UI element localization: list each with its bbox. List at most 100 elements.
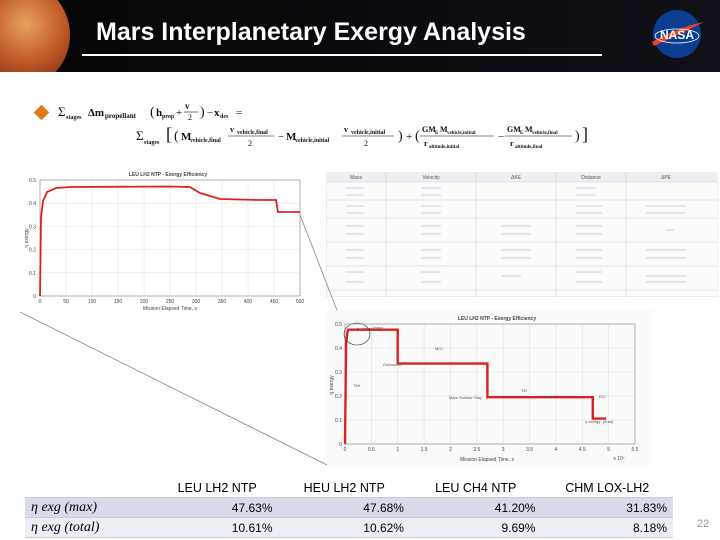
svg-text:vehicle,initial: vehicle,initial <box>295 138 329 144</box>
svg-text:des: des <box>220 114 229 120</box>
svg-text:0: 0 <box>33 294 36 300</box>
svg-text:): ) <box>575 129 580 144</box>
svg-text:150: 150 <box>114 299 123 305</box>
chart-ytick-label: 0 <box>339 442 342 448</box>
ann-final: (final) <box>603 419 614 424</box>
svg-text:200: 200 <box>140 299 149 305</box>
svg-text:GM: GM <box>507 125 521 134</box>
ann-eta-final: η exergy <box>585 419 600 424</box>
svg-text:altitude,final: altitude,final <box>515 145 543 150</box>
svg-text:Distance: Distance <box>581 175 601 181</box>
svg-text:vehicle,initial: vehicle,initial <box>447 131 476 136</box>
ann-moi: MOI <box>435 346 443 351</box>
chart-xtick-label: 4.5 <box>579 447 586 453</box>
chart-xtick-label: 1.5 <box>421 447 428 453</box>
ann-tmi: TMI <box>353 383 360 388</box>
ann-eci: ECI <box>599 394 606 399</box>
ann-tei: TEI <box>521 388 527 393</box>
svg-text:M: M <box>440 125 448 134</box>
svg-text:50: 50 <box>63 299 69 305</box>
svg-text:M: M <box>181 131 192 143</box>
header-heu-lh2-ntp: HEU LH2 NTP <box>278 478 410 498</box>
chart-xticks: 0 0.5 1 1.5 2 2.5 3 3.5 4 4.5 5 5.5 <box>344 447 639 453</box>
eq-sum-2: Σ <box>136 128 144 143</box>
chart-series-line <box>343 328 606 445</box>
svg-text:400: 400 <box>244 299 253 305</box>
svg-text:): ) <box>200 105 205 120</box>
svg-text:vehicle,final: vehicle,final <box>190 138 221 144</box>
cell-value: 9.69% <box>409 517 542 538</box>
svg-text:v: v <box>185 101 190 111</box>
table-row: η exg (total) 10.61% 10.62% 9.69% 8.18% <box>25 517 673 538</box>
svg-text:r: r <box>424 139 428 148</box>
small-plot-yticks: 0 0.1 0.2 0.3 0.4 0.5 <box>29 178 36 300</box>
nasa-logo: NASA <box>652 10 704 58</box>
svg-text:2: 2 <box>188 113 192 122</box>
svg-text:Velocity: Velocity <box>422 175 440 181</box>
svg-text:0.5: 0.5 <box>29 178 36 184</box>
svg-text:0.1: 0.1 <box>29 271 36 277</box>
eq-sum-1: Σ <box>58 104 66 119</box>
svg-text:): ) <box>398 129 403 144</box>
svg-text:0.4: 0.4 <box>29 201 36 207</box>
ann-outbound: Outbound <box>383 362 401 367</box>
chart-yticks: 0 0.1 0.2 0.3 0.4 0.5 <box>335 322 342 448</box>
svg-text:0.2: 0.2 <box>29 248 36 254</box>
header-empty <box>25 478 156 498</box>
svg-text:Mass: Mass <box>350 175 362 181</box>
svg-text:]: ] <box>582 124 588 144</box>
svg-text:250: 250 <box>166 299 175 305</box>
exergy-efficiency-chart: LEU LH2 NTP - Exergy Efficiency 0 0.5 1 1.5… <box>327 310 652 465</box>
small-plot-xlabel: Mission Elapsed Time, s <box>143 306 197 312</box>
chart-xtick-label: 4 <box>555 447 558 453</box>
slide-header: Mars Interplanetary Exergy Analysis NASA <box>0 0 720 72</box>
svg-text:2: 2 <box>248 139 252 148</box>
results-header-row: LEU LH2 NTP HEU LH2 NTP LEU CH4 NTP CHM … <box>25 478 673 498</box>
ann-eta: η exergy <box>357 326 372 331</box>
svg-text:0.3: 0.3 <box>29 224 36 230</box>
svg-text:300: 300 <box>192 299 201 305</box>
cell-value: 10.62% <box>278 517 410 538</box>
svg-text:+: + <box>176 107 182 119</box>
svg-text:r: r <box>510 139 514 148</box>
svg-text:450: 450 <box>270 299 279 305</box>
chart-xtick-label: 2.5 <box>473 447 480 453</box>
chart-ytick-label: 0.1 <box>335 418 342 424</box>
svg-text:M: M <box>525 125 533 134</box>
svg-text:stages: stages <box>66 115 82 121</box>
chart-xtick-label: 2 <box>449 447 452 453</box>
svg-text:M: M <box>286 131 297 143</box>
svg-text:E: E <box>520 131 524 136</box>
small-plot-ylabel: η exergy <box>24 228 30 248</box>
small-plot-title: LEU LH2 NTP - Exergy Efficiency <box>129 172 207 178</box>
ann-max: (max) <box>373 325 384 330</box>
svg-text:altitude,initial: altitude,initial <box>429 145 460 150</box>
chart-ytick-label: 0.2 <box>335 394 342 400</box>
mars-planet-image <box>0 0 70 72</box>
slide-title: Mars Interplanetary Exergy Analysis <box>96 18 526 46</box>
svg-text:(: ( <box>150 105 155 120</box>
chart-xtick-label: 3 <box>502 447 505 453</box>
svg-text:=: = <box>236 107 242 119</box>
small-exergy-plot: LEU LH2 NTP - Exergy Efficiency 0 50 100… <box>0 168 330 313</box>
svg-text:2: 2 <box>364 139 368 148</box>
svg-text:(: ( <box>174 129 179 144</box>
svg-text:GM: GM <box>422 125 436 134</box>
svg-text:x: x <box>214 107 220 119</box>
svg-text:350: 350 <box>218 299 227 305</box>
header-leu-ch4-ntp: LEU CH4 NTP <box>409 478 542 498</box>
svg-text:ΔPE: ΔPE <box>661 175 672 181</box>
chart-xtick-label: 0 <box>344 447 347 453</box>
svg-text:[: [ <box>166 124 172 144</box>
nasa-logo-text: NASA <box>660 28 694 42</box>
svg-text:vehicle,final: vehicle,final <box>237 130 268 136</box>
chart-xtick-label: 3.5 <box>526 447 533 453</box>
results-table: LEU LH2 NTP HEU LH2 NTP LEU CH4 NTP CHM … <box>25 478 673 538</box>
svg-text:−: − <box>207 107 213 119</box>
svg-text:100: 100 <box>88 299 97 305</box>
svg-text:Δm: Δm <box>88 107 104 119</box>
svg-text:vehicle,final: vehicle,final <box>532 131 558 136</box>
svg-text:−: − <box>498 131 504 143</box>
svg-text:ΔKE: ΔKE <box>511 175 522 181</box>
svg-text:vehicle,initial: vehicle,initial <box>351 130 385 136</box>
